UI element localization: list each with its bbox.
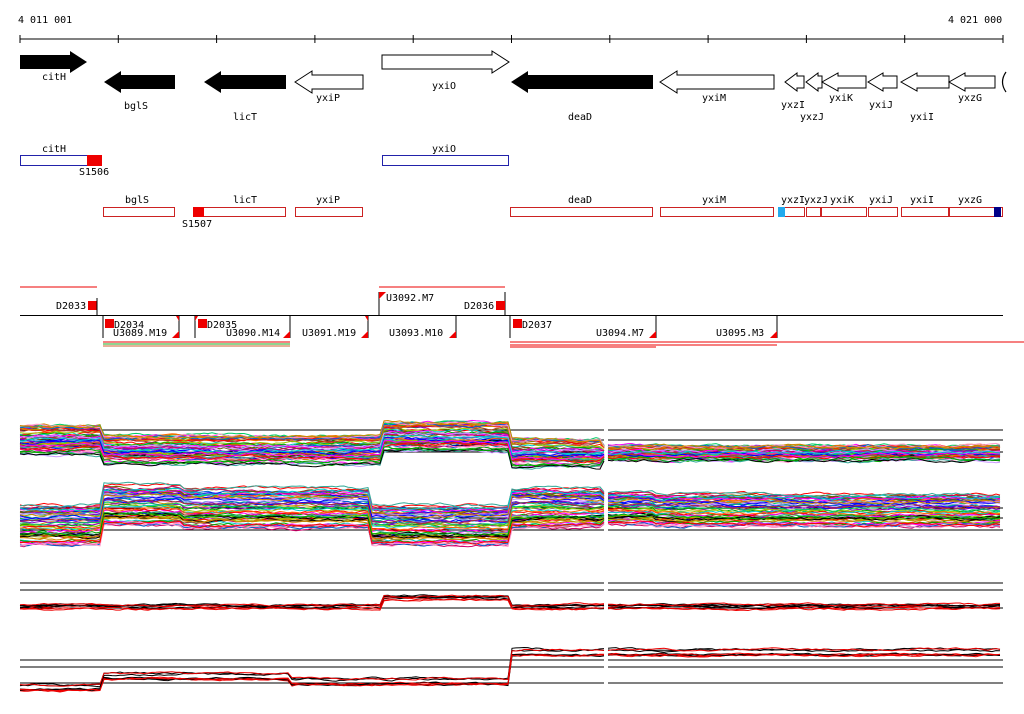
d-marker-label-D2035: D2035 <box>207 320 237 331</box>
gene-label-bglS: bglS <box>124 101 148 112</box>
reverse-box-label-yxiK: yxiK <box>830 195 854 206</box>
gene-arrow-yxiM[interactable] <box>659 70 775 94</box>
gene-arrow-yxzI[interactable] <box>784 72 805 92</box>
reverse-box-label-yxiJ: yxiJ <box>869 195 893 206</box>
gene-arrow-yxzG[interactable] <box>947 72 996 92</box>
d-marker-label-D2033: D2033 <box>56 301 86 312</box>
d-marker-label-D2037: D2037 <box>522 320 552 331</box>
forward-strand-track: citH S1506 yxiO <box>20 144 509 178</box>
gene-arrow-track: citH bglS licT yxiP yxiO deaD yxiM yxzI … <box>20 50 1007 123</box>
reverse-box-label-deaD: deaD <box>568 195 592 206</box>
gene-label-yxiP: yxiP <box>316 93 340 104</box>
gene-arrow-partial <box>1001 71 1007 93</box>
d-marker-label-D2034: D2034 <box>114 320 144 331</box>
ruler-end-label: 4 021 000 <box>948 15 1002 26</box>
d-marker-D2036[interactable] <box>496 301 505 310</box>
gene-arrow-citH[interactable] <box>20 51 87 73</box>
ruler-start-label: 4 011 001 <box>18 15 72 26</box>
lower-feature-U3094.M7[interactable]: U3094.M7 <box>596 328 644 339</box>
gene-arrow-bglS[interactable] <box>104 71 175 93</box>
reverse-box-label-yxzI: yxzI <box>781 195 805 206</box>
site-marker-S1507[interactable] <box>193 207 204 217</box>
reverse-box-yxiJ[interactable] <box>868 207 898 217</box>
forward-box-label-citH: citH <box>42 144 66 155</box>
gene-label-yxiJ: yxiJ <box>869 100 893 111</box>
upper-feature-U3092.M7[interactable]: U3092.M7 <box>386 293 434 304</box>
lower-feature-U3091.M19[interactable]: U3091.M19 <box>302 328 356 339</box>
reverse-box-yxiP[interactable] <box>295 207 363 217</box>
expression-profile-panels <box>19 419 1003 693</box>
reverse-box-label-yxiM: yxiM <box>702 195 726 206</box>
d-marker-D2037[interactable] <box>513 319 522 328</box>
reverse-box-yxiM[interactable] <box>660 207 774 217</box>
d-marker-D2033[interactable] <box>88 301 97 310</box>
gene-arrow-yxiK[interactable] <box>820 72 867 92</box>
gene-label-yxiI: yxiI <box>910 112 934 123</box>
reverse-box-yxiK[interactable] <box>821 207 867 217</box>
reverse-strand-track: bglS licT S1507 yxiP deaD yxiM yxzI yxzJ… <box>103 195 1003 230</box>
gene-arrow-licT[interactable] <box>204 71 286 93</box>
gene-label-yxzI: yxzI <box>781 100 805 111</box>
gene-label-yxiK: yxiK <box>829 93 853 104</box>
gene-arrow-deaD[interactable] <box>511 71 653 93</box>
accent-marker-navy <box>994 207 1001 217</box>
lower-feature-U3093.M10[interactable]: U3093.M10 <box>389 328 443 339</box>
d-marker-label-D2036: D2036 <box>464 301 494 312</box>
gene-arrow-yxiP[interactable] <box>294 70 364 94</box>
lower-feature-U3095.M3[interactable]: U3095.M3 <box>716 328 764 339</box>
reverse-box-bglS[interactable] <box>103 207 175 217</box>
reverse-box-deaD[interactable] <box>510 207 653 217</box>
transcript-feature-track: D2033 U3092.M7 D2036 D2034 D2035 D2037 U… <box>20 286 1024 348</box>
gene-label-yxzJ: yxzJ <box>800 112 824 123</box>
site-marker-S1506[interactable] <box>87 155 102 166</box>
gene-label-deaD: deaD <box>568 112 592 123</box>
reverse-box-yxzJ[interactable] <box>806 207 821 217</box>
reverse-box-yxzG[interactable] <box>949 207 1003 217</box>
gene-arrow-yxiO[interactable] <box>381 50 510 74</box>
gene-arrow-yxiI[interactable] <box>899 72 950 92</box>
reverse-box-label-licT: licT <box>233 195 257 206</box>
lower-feature-U3090.M14[interactable]: U3090.M14 <box>226 328 280 339</box>
lower-feature-U3089.M19[interactable]: U3089.M19 <box>113 328 167 339</box>
gene-label-yxiM: yxiM <box>702 93 726 104</box>
site-label-S1506: S1506 <box>79 167 109 178</box>
reverse-box-licT[interactable] <box>193 207 286 217</box>
forward-box-yxiO[interactable] <box>382 155 509 166</box>
reverse-box-label-bglS: bglS <box>125 195 149 206</box>
gene-arrow-yxiJ[interactable] <box>867 72 898 92</box>
gene-arrow-yxzJ[interactable] <box>805 72 823 92</box>
site-label-S1507: S1507 <box>182 219 212 230</box>
reverse-box-label-yxiI: yxiI <box>910 195 934 206</box>
reverse-box-yxiI[interactable] <box>901 207 949 217</box>
d-marker-D2035[interactable] <box>198 319 207 328</box>
d-marker-D2034[interactable] <box>105 319 114 328</box>
gene-label-citH: citH <box>42 72 66 83</box>
gene-label-yxiO: yxiO <box>432 81 456 92</box>
gene-label-yxzG: yxzG <box>958 93 982 104</box>
reverse-box-label-yxiP: yxiP <box>316 195 340 206</box>
gene-label-licT: licT <box>233 112 257 123</box>
coordinate-ruler: 4 011 001 4 021 000 <box>18 15 1004 43</box>
forward-box-label-yxiO: yxiO <box>432 144 456 155</box>
reverse-box-label-yxzG: yxzG <box>958 195 982 206</box>
reverse-box-label-yxzJ: yxzJ <box>804 195 828 206</box>
accent-marker-cyan <box>778 207 785 217</box>
